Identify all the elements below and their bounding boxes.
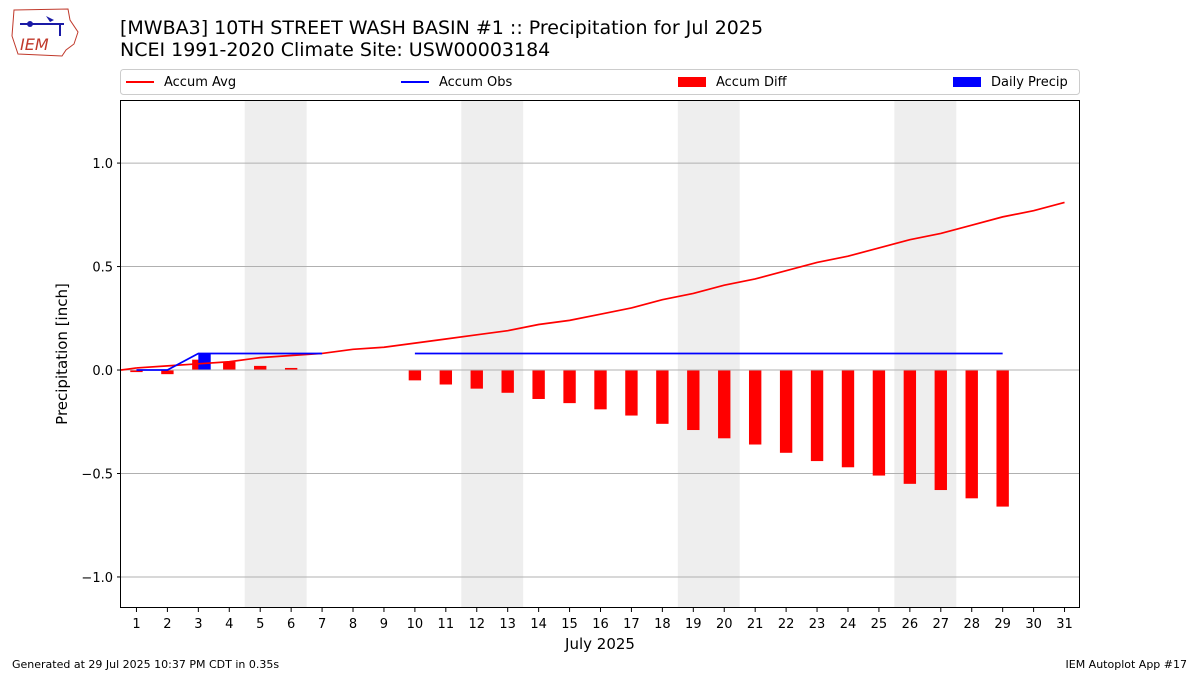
- x-tick-label-16: 16: [592, 617, 609, 632]
- accum-diff-bar-2: [161, 370, 174, 375]
- x-tick-label-22: 22: [778, 617, 795, 632]
- y-axis-label: Precipitation [inch]: [53, 283, 71, 425]
- x-tick-label-6: 6: [287, 617, 295, 632]
- accum-diff-bar-17: [625, 370, 638, 416]
- x-tick-label-29: 29: [994, 617, 1011, 632]
- x-tick-label-13: 13: [499, 617, 516, 632]
- accum-diff-bar-23: [810, 370, 824, 462]
- x-tick-label-31: 31: [1056, 617, 1073, 632]
- logo-text: IEM: [20, 35, 49, 54]
- x-tick-label-2: 2: [163, 617, 171, 632]
- y-tick-label: 0.5: [92, 261, 113, 276]
- x-tick-label-19: 19: [685, 617, 702, 632]
- accum-diff-bar-4: [223, 361, 236, 371]
- x-tick-label-26: 26: [902, 617, 919, 632]
- x-tick-label-30: 30: [1025, 617, 1042, 632]
- accum-diff-bar-11: [439, 370, 453, 385]
- y-axis: 1.0 0.5 0.0 −0.5 −1.0: [81, 157, 121, 586]
- weekend-band-12-13: [461, 101, 524, 608]
- accum-diff-bar-19: [687, 370, 700, 431]
- legend-label-daily-precip: Daily Precip: [991, 75, 1068, 90]
- accum-diff-bar-27: [934, 370, 947, 491]
- x-tick-label-5: 5: [256, 617, 264, 632]
- x-tick-label-27: 27: [933, 617, 950, 632]
- x-tick-label-7: 7: [318, 617, 326, 632]
- x-tick-label-10: 10: [407, 617, 424, 632]
- y-tick-label: −1.0: [81, 571, 113, 586]
- y-tick-label: 0.0: [92, 364, 113, 379]
- legend-label-accum-avg: Accum Avg: [164, 75, 236, 90]
- weekend-band-26-27: [894, 101, 957, 608]
- x-tick-label-21: 21: [747, 617, 764, 632]
- accum-diff-bar-13: [501, 370, 514, 393]
- x-tick-label-11: 11: [438, 617, 455, 632]
- accum-diff-bar-20: [718, 370, 731, 439]
- accum-diff-bar-15: [563, 370, 576, 404]
- accum-diff-bar-24: [841, 370, 855, 468]
- chart-subtitle: NCEI 1991-2020 Climate Site: USW00003184: [120, 39, 551, 61]
- x-axis: 1 2 3 4 5 6 7 8 9 10 11 12 13 14 15 16 17 18 19 20 21 22 23 24 2…: [132, 608, 1073, 632]
- iem-logo: IEM: [8, 6, 80, 58]
- bars: [130, 353, 1009, 507]
- accum-diff-bar-18: [656, 370, 669, 424]
- y-tick-label: −0.5: [81, 467, 113, 482]
- x-tick-label-1: 1: [132, 617, 140, 632]
- accum-diff-bar-16: [594, 370, 607, 410]
- accum-diff-bar-1: [130, 370, 143, 373]
- x-tick-label-3: 3: [194, 617, 202, 632]
- accum-diff-bar-5: [254, 365, 267, 371]
- app-footer: IEM Autoplot App #17: [1065, 658, 1188, 671]
- generated-footer: Generated at 29 Jul 2025 10:37 PM CDT in…: [12, 658, 280, 671]
- x-tick-label-25: 25: [871, 617, 888, 632]
- legend-swatch-daily-precip: [953, 77, 981, 87]
- lines: [120, 201, 1080, 371]
- legend-label-accum-diff: Accum Diff: [716, 75, 788, 90]
- weekend-band-19-20: [677, 101, 740, 608]
- x-tick-label-9: 9: [380, 617, 388, 632]
- legend-swatch-accum-diff: [678, 77, 706, 87]
- accum-diff-bar-22: [779, 370, 793, 453]
- x-axis-label: July 2025: [564, 635, 635, 653]
- chart-title: [MWBA3] 10TH STREET WASH BASIN #1 :: Pre…: [120, 17, 764, 39]
- accum-obs-line-segment-0: [136, 352, 323, 371]
- accum-diff-bar-29: [996, 370, 1009, 507]
- accum-diff-bar-14: [532, 370, 545, 399]
- accum-avg-line-segment-0: [136, 201, 1065, 369]
- x-tick-label-17: 17: [623, 617, 640, 632]
- x-tick-label-24: 24: [840, 617, 857, 632]
- x-tick-label-14: 14: [530, 617, 547, 632]
- x-tick-label-15: 15: [561, 617, 578, 632]
- accum-diff-bar-6: [284, 367, 298, 371]
- accum-diff-bar-25: [872, 370, 886, 476]
- x-tick-label-8: 8: [349, 617, 357, 632]
- accum-diff-bar-12: [470, 370, 483, 389]
- x-tick-label-18: 18: [654, 617, 671, 632]
- y-tick-label: 1.0: [92, 157, 113, 172]
- x-tick-label-28: 28: [963, 617, 980, 632]
- daily-precip-bar-3: [198, 353, 211, 371]
- x-tick-label-23: 23: [809, 617, 826, 632]
- legend: Accum Avg Accum Obs Accum Diff Daily Precip: [120, 69, 1080, 95]
- x-tick-label-20: 20: [716, 617, 733, 632]
- accum-diff-bar-10: [408, 370, 422, 381]
- accum-diff-bar-21: [748, 370, 762, 445]
- plot-frame: [120, 100, 1080, 608]
- accum-avg-start: [120, 367, 137, 371]
- x-tick-label-12: 12: [468, 617, 485, 632]
- legend-box: [120, 69, 1080, 95]
- accum-diff-bar-28: [965, 370, 978, 499]
- x-tick-label-4: 4: [225, 617, 233, 632]
- legend-label-accum-obs: Accum Obs: [439, 75, 512, 90]
- weekend-shading: [244, 101, 957, 608]
- accum-diff-bar-26: [903, 370, 917, 484]
